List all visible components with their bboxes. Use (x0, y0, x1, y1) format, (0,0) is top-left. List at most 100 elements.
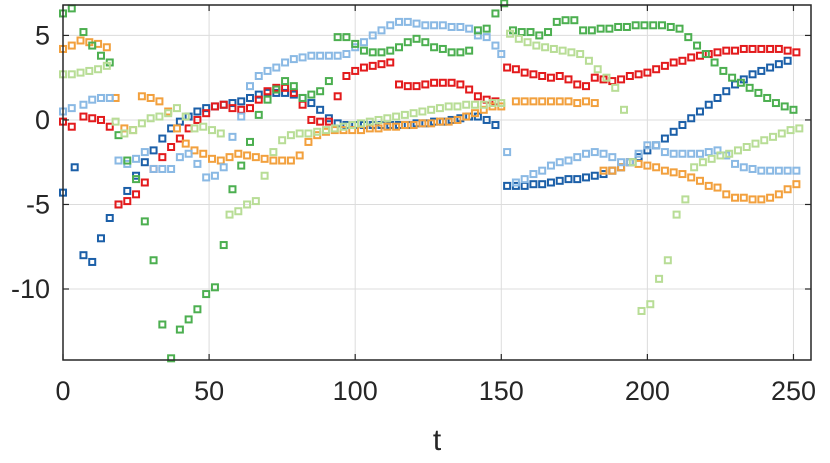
plot-frame (62, 4, 812, 361)
data-point (739, 193, 748, 202)
data-point (88, 41, 97, 50)
data-point (175, 153, 184, 162)
data-point (132, 175, 141, 184)
data-point (587, 26, 596, 35)
data-point (725, 149, 734, 158)
data-point (473, 26, 482, 35)
data-point (649, 21, 658, 30)
data-point (564, 97, 573, 106)
data-point (395, 80, 404, 89)
data-point (687, 114, 696, 123)
data-point (193, 115, 202, 124)
data-point (342, 33, 351, 42)
data-point (348, 121, 357, 130)
data-point (590, 99, 599, 108)
data-point (672, 210, 681, 219)
data-point (208, 154, 217, 163)
data-point (745, 83, 754, 92)
data-point (96, 234, 105, 243)
data-point (237, 97, 246, 106)
data-point (412, 34, 421, 43)
data-point (497, 50, 506, 59)
data-point (246, 93, 254, 102)
data-point (167, 164, 176, 173)
data-point (774, 190, 783, 199)
data-point (430, 43, 439, 52)
data-point (132, 190, 141, 199)
data-point (333, 33, 342, 42)
data-point (564, 156, 573, 165)
data-point (421, 80, 430, 89)
data-point (307, 51, 316, 60)
data-point (695, 176, 704, 185)
data-point (263, 66, 272, 75)
data-point (698, 158, 707, 167)
data-point (652, 163, 661, 172)
data-point (503, 181, 512, 190)
data-point (123, 197, 132, 206)
data-point (123, 186, 132, 195)
data-point (383, 122, 392, 131)
data-point (137, 92, 146, 101)
y-tick-label: 0 (35, 105, 50, 135)
data-point (269, 148, 278, 157)
data-point (503, 148, 512, 157)
data-point (707, 154, 716, 163)
data-point (453, 115, 462, 124)
data-point (281, 77, 290, 86)
data-point (731, 193, 740, 202)
data-point (254, 72, 263, 80)
data-point (795, 124, 804, 133)
data-point (546, 178, 555, 187)
data-point (368, 61, 377, 70)
data-point (289, 82, 298, 91)
data-point (140, 158, 149, 167)
data-point (456, 22, 465, 31)
data-point (342, 50, 351, 59)
data-point (263, 95, 272, 104)
data-point (281, 83, 290, 92)
data-point (102, 43, 111, 52)
data-point (590, 148, 599, 157)
data-point (202, 173, 211, 182)
data-point (622, 22, 631, 31)
data-point (79, 100, 88, 109)
data-point (278, 156, 287, 165)
data-point (251, 197, 260, 206)
data-point (105, 122, 114, 131)
data-point (286, 156, 295, 165)
data-point (269, 156, 278, 165)
data-point (526, 28, 535, 37)
data-point (713, 93, 722, 102)
data-point (742, 143, 751, 151)
data-point (374, 115, 383, 124)
data-point (482, 33, 491, 42)
data-point (453, 102, 462, 111)
data-point (155, 112, 164, 121)
data-point (695, 107, 704, 116)
data-point (357, 126, 366, 135)
data-point (298, 93, 307, 102)
data-point (149, 146, 158, 155)
data-point (488, 99, 497, 108)
data-point (210, 283, 219, 292)
data-point (184, 149, 193, 158)
data-point (272, 85, 281, 94)
data-point (155, 97, 164, 106)
data-point (386, 21, 395, 30)
data-point (728, 73, 737, 82)
data-point (140, 178, 149, 187)
data-point (722, 87, 731, 96)
data-point (783, 166, 792, 175)
data-point (687, 173, 696, 182)
data-point (94, 65, 103, 74)
data-point (462, 112, 471, 121)
data-point (757, 195, 766, 204)
data-point (351, 39, 360, 48)
data-point (576, 50, 585, 59)
data-point (421, 21, 430, 30)
data-point (678, 56, 687, 65)
data-point (678, 121, 687, 130)
data-point (520, 68, 529, 77)
data-point (438, 21, 447, 30)
